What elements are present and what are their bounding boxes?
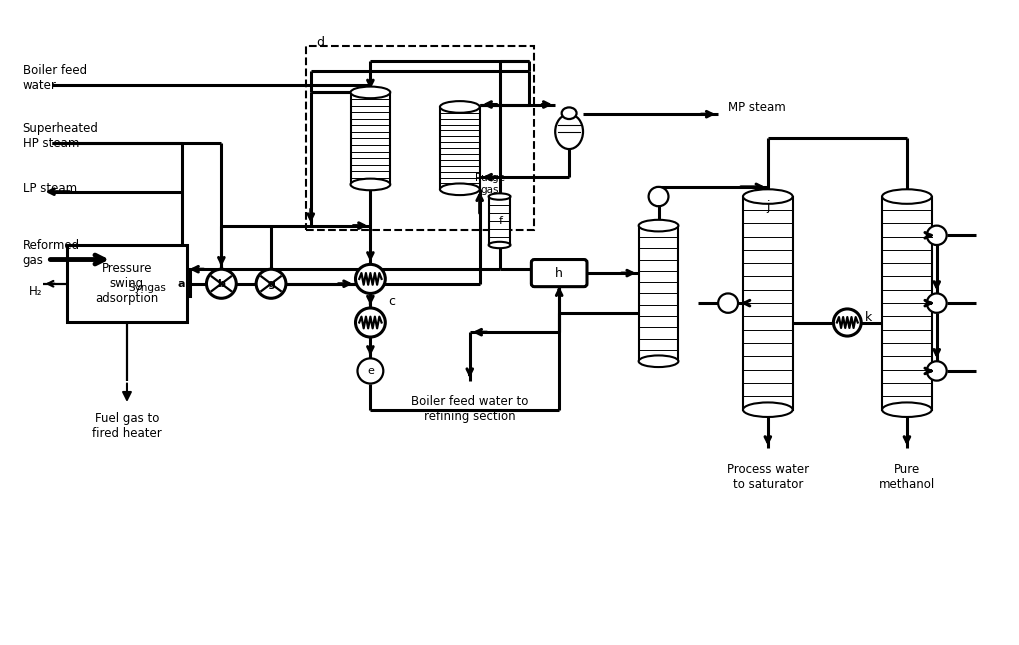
Text: g: g xyxy=(267,279,275,289)
Ellipse shape xyxy=(489,242,511,248)
Ellipse shape xyxy=(440,101,480,113)
Circle shape xyxy=(718,293,738,313)
Circle shape xyxy=(207,269,236,298)
Text: Syngas: Syngas xyxy=(128,283,166,293)
Text: Fuel gas to
fired heater: Fuel gas to fired heater xyxy=(92,412,162,440)
FancyBboxPatch shape xyxy=(531,259,587,286)
Bar xyxy=(67,245,186,322)
Text: k: k xyxy=(865,311,872,324)
Ellipse shape xyxy=(882,189,931,204)
Bar xyxy=(882,197,931,410)
Text: Superheated
HP steam: Superheated HP steam xyxy=(22,123,99,150)
Bar xyxy=(306,46,534,230)
Ellipse shape xyxy=(639,220,679,232)
Ellipse shape xyxy=(489,194,511,200)
Text: j: j xyxy=(766,200,769,213)
Ellipse shape xyxy=(639,355,679,367)
Ellipse shape xyxy=(440,183,480,195)
Ellipse shape xyxy=(743,189,793,204)
Circle shape xyxy=(356,308,385,337)
Text: H₂: H₂ xyxy=(29,285,43,298)
Bar xyxy=(351,92,390,184)
Circle shape xyxy=(649,187,668,206)
Ellipse shape xyxy=(882,402,931,417)
Ellipse shape xyxy=(351,179,390,190)
Text: MP steam: MP steam xyxy=(729,101,786,114)
Text: Boiler feed water to
refining section: Boiler feed water to refining section xyxy=(411,395,529,423)
Text: Purge
gas: Purge gas xyxy=(475,173,504,195)
Text: h: h xyxy=(555,266,564,279)
Ellipse shape xyxy=(555,114,583,149)
Text: f: f xyxy=(498,216,502,226)
Text: Pressure
swing
adsorption: Pressure swing adsorption xyxy=(96,263,159,305)
Ellipse shape xyxy=(561,108,577,119)
Bar xyxy=(173,271,190,296)
Text: b: b xyxy=(217,279,225,289)
Circle shape xyxy=(927,361,947,381)
Circle shape xyxy=(834,309,861,336)
Circle shape xyxy=(256,269,286,298)
Text: a: a xyxy=(178,279,185,289)
Text: Boiler feed
water: Boiler feed water xyxy=(22,64,87,92)
Bar xyxy=(639,226,679,361)
Ellipse shape xyxy=(743,402,793,417)
Circle shape xyxy=(358,359,383,384)
Ellipse shape xyxy=(351,86,390,98)
Text: Process water
to saturator: Process water to saturator xyxy=(727,463,809,491)
Bar xyxy=(489,197,511,245)
Text: LP steam: LP steam xyxy=(22,183,76,195)
Circle shape xyxy=(927,293,947,313)
Bar xyxy=(440,107,480,189)
Text: e: e xyxy=(367,366,374,376)
Text: c: c xyxy=(388,295,395,308)
Text: i: i xyxy=(657,204,660,217)
Text: Pure
methanol: Pure methanol xyxy=(878,463,935,491)
Circle shape xyxy=(356,264,385,293)
Circle shape xyxy=(927,226,947,245)
Text: Reformed
gas: Reformed gas xyxy=(22,239,79,267)
Text: d: d xyxy=(316,36,324,49)
Bar xyxy=(743,197,793,410)
